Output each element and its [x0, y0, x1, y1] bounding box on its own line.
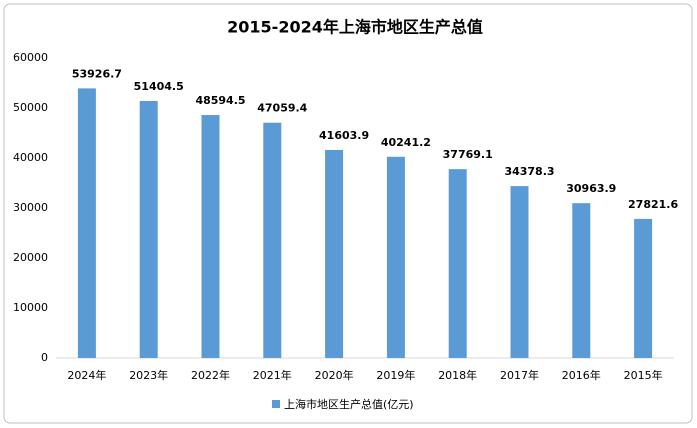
y-tick-label: 20000 [13, 251, 48, 264]
x-tick-label: 2024年 [67, 368, 106, 382]
value-label: 34378.3 [504, 165, 554, 178]
x-tick-label: 2019年 [376, 368, 415, 382]
x-tick-label: 2018年 [438, 368, 477, 382]
bar [201, 115, 220, 358]
value-label: 47059.4 [257, 102, 307, 115]
value-label: 30963.9 [566, 182, 616, 195]
y-tick-label: 60000 [13, 51, 48, 64]
y-tick-label: 10000 [13, 301, 48, 314]
x-tick-label: 2020年 [315, 368, 354, 382]
bar [325, 149, 344, 358]
value-label: 51404.5 [134, 80, 184, 93]
x-tick-label: 2023年 [129, 368, 168, 382]
y-tick-label: 50000 [13, 101, 48, 114]
y-tick-label: 0 [41, 351, 48, 364]
chart-title: 2015-2024年上海市地区生产总值 [227, 18, 483, 37]
y-tick-label: 30000 [13, 201, 48, 214]
value-label: 41603.9 [319, 129, 369, 142]
bar [386, 156, 405, 358]
bar [77, 88, 96, 358]
bar [139, 100, 158, 358]
legend-swatch [272, 400, 280, 408]
x-tick-label: 2017年 [500, 368, 539, 382]
bar [634, 218, 653, 358]
bar [510, 186, 529, 358]
bar [572, 203, 591, 358]
x-tick-label: 2021年 [253, 368, 292, 382]
x-tick-label: 2022年 [191, 368, 230, 382]
x-tick-label: 2016年 [562, 368, 601, 382]
value-label: 48594.5 [195, 94, 245, 107]
value-label: 37769.1 [443, 148, 493, 161]
x-tick-label: 2015年 [624, 368, 663, 382]
bar [448, 169, 467, 358]
legend-label: 上海市地区生产总值(亿元) [284, 397, 414, 411]
bar [263, 122, 282, 358]
value-label: 40241.2 [381, 136, 431, 149]
value-label: 27821.6 [628, 198, 678, 211]
value-label: 53926.7 [72, 67, 122, 80]
y-tick-label: 40000 [13, 151, 48, 164]
